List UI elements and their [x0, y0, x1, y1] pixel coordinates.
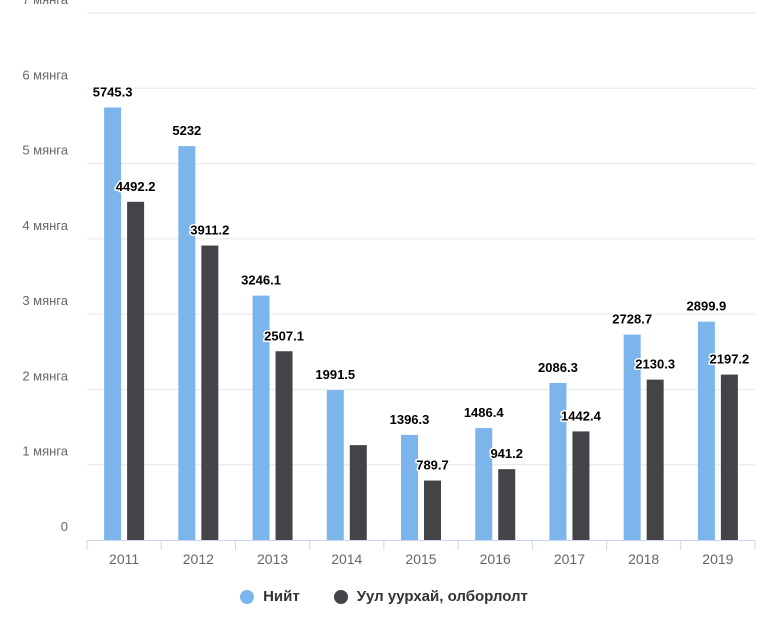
bars — [104, 107, 738, 540]
x-tick-label: 2017 — [554, 551, 585, 567]
legend-marker-mining — [333, 589, 348, 604]
bar[interactable] — [720, 374, 738, 540]
data-label: 2086.3 — [538, 360, 578, 375]
bar[interactable] — [424, 480, 441, 540]
bar[interactable] — [572, 431, 590, 540]
y-tick-label: 5 мянга — [22, 143, 68, 158]
bar[interactable] — [646, 379, 664, 540]
bar[interactable] — [697, 321, 715, 540]
y-tick-label: 6 мянга — [22, 67, 68, 82]
data-label: 4492.2 — [116, 179, 156, 194]
data-label: 2130.3 — [635, 357, 675, 372]
data-label: 5745.3 — [93, 84, 133, 99]
x-axis: 2011 2012 2013 2014 2015 2016 2017 2018 2019 — [86, 540, 756, 567]
x-tick-label: 2014 — [331, 551, 362, 567]
bar[interactable] — [201, 245, 219, 540]
y-axis-ticks: 0 1 мянга 2 мянга 3 мянга 4 мянга 5 мянга 6 мя… — [22, 0, 68, 534]
y-tick-label: 2 мянга — [22, 368, 68, 383]
bar[interactable] — [401, 434, 418, 540]
bar[interactable] — [549, 382, 567, 540]
x-tick-label: 2016 — [480, 551, 511, 567]
data-label: 5232 — [172, 123, 201, 138]
data-labels: 5745.3 4492.2 5232 3911.2 3246.1 2507.1 1991.5… — [91, 83, 751, 474]
bar[interactable] — [275, 351, 293, 540]
bar[interactable] — [127, 201, 145, 540]
x-tick-label: 2018 — [628, 551, 659, 567]
bar[interactable] — [475, 428, 493, 540]
bar[interactable] — [623, 334, 641, 540]
bar[interactable] — [252, 295, 270, 540]
grid-lines — [87, 12, 755, 466]
data-label: 941.2 — [490, 446, 523, 461]
x-tick-label: 2015 — [405, 551, 436, 567]
x-tick-label: 2012 — [183, 551, 214, 567]
legend-label-total: Нийт — [263, 588, 300, 605]
bar[interactable] — [178, 146, 196, 540]
bar[interactable] — [349, 445, 367, 540]
legend: Нийт Уул уурхай, олборлолт — [0, 588, 768, 605]
x-tick-label: 2013 — [257, 551, 288, 567]
y-tick-label: 0 — [61, 519, 68, 534]
y-tick-label: 1 мянга — [22, 444, 68, 459]
legend-item-mining[interactable]: Уул уурхай, олборлолт — [333, 588, 528, 605]
bar-chart: 0 1 мянга 2 мянга 3 мянга 4 мянга 5 мянга 6 мя… — [22, 0, 756, 567]
bar[interactable] — [326, 390, 344, 540]
data-label: 1442.4 — [561, 408, 602, 423]
bar[interactable] — [104, 107, 122, 540]
y-tick-label: 3 мянга — [22, 293, 68, 308]
y-tick-label: 7 мянга — [22, 0, 68, 7]
data-label: 2899.9 — [687, 299, 727, 314]
bar[interactable] — [498, 469, 516, 540]
data-label: 2728.7 — [612, 312, 652, 327]
x-tick-label: 2019 — [702, 551, 733, 567]
data-label: 3246.1 — [241, 273, 281, 288]
legend-label-mining: Уул уурхай, олборлолт — [356, 588, 528, 605]
x-tick-label: 2011 — [109, 551, 139, 567]
data-label: 3911.2 — [190, 223, 229, 238]
y-tick-label: 4 мянга — [22, 218, 68, 233]
data-label: 1486.4 — [464, 405, 505, 420]
data-label: 789.7 — [416, 458, 449, 473]
data-label: 1396.3 — [390, 412, 430, 427]
data-label: 2507.1 — [264, 328, 304, 343]
data-label: 2197.2 — [710, 352, 750, 367]
legend-marker-total — [240, 589, 255, 604]
data-label: 1991.5 — [315, 367, 355, 382]
legend-item-total[interactable]: Нийт — [240, 588, 300, 605]
